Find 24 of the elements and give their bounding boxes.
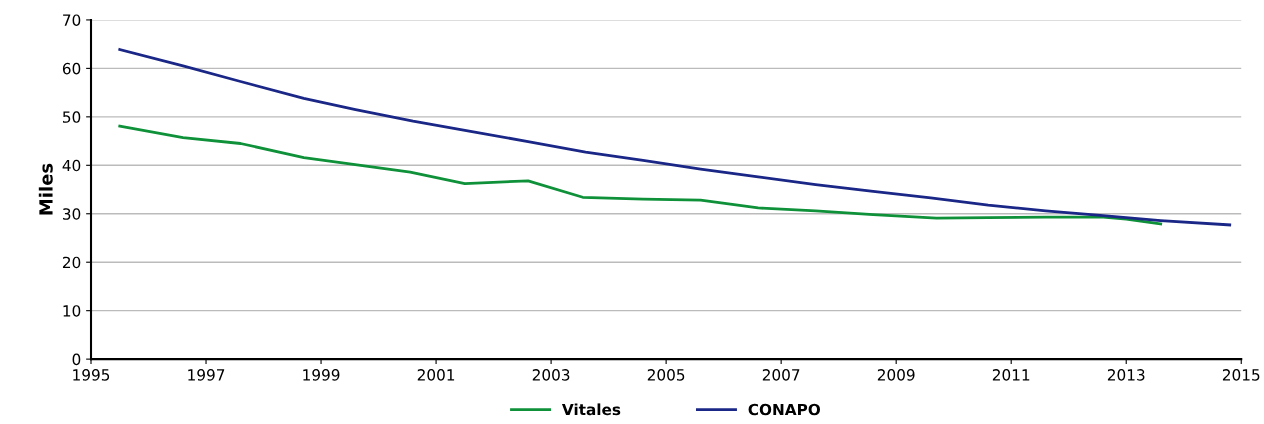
x-tick-label: 2015	[1222, 369, 1260, 381]
legend-label: Vitales	[561, 403, 621, 416]
x-tick-label: 2013	[1107, 369, 1145, 381]
x-tick-label: 2001	[417, 369, 455, 381]
x-tick-label: 2009	[877, 369, 915, 381]
x-tick-label: 2005	[647, 369, 685, 381]
x-tick-label: 2003	[532, 369, 570, 381]
y-tick-label: 30	[63, 208, 81, 220]
line-series	[118, 124, 1163, 226]
x-tick-label: 2007	[762, 369, 800, 381]
y-tick-label: 50	[63, 111, 81, 123]
y-tick-label: 20	[62, 256, 81, 269]
x-tick-label: 1997	[188, 369, 225, 381]
x-tick-label: 1995	[73, 369, 110, 381]
x-tick-label: 2011	[992, 369, 1030, 381]
y-tick-label: 70	[63, 14, 81, 26]
y-tick-label: 60	[62, 62, 81, 75]
y-tick-label: 0	[72, 353, 81, 366]
x-tick-label: 1999	[303, 369, 340, 381]
y-tick-label: 10	[63, 305, 81, 317]
y-tick-label: 40	[62, 159, 81, 172]
y-axis-title: Miles	[38, 163, 53, 215]
legend-label: CONAPO	[748, 403, 821, 416]
line-series	[118, 48, 1232, 227]
